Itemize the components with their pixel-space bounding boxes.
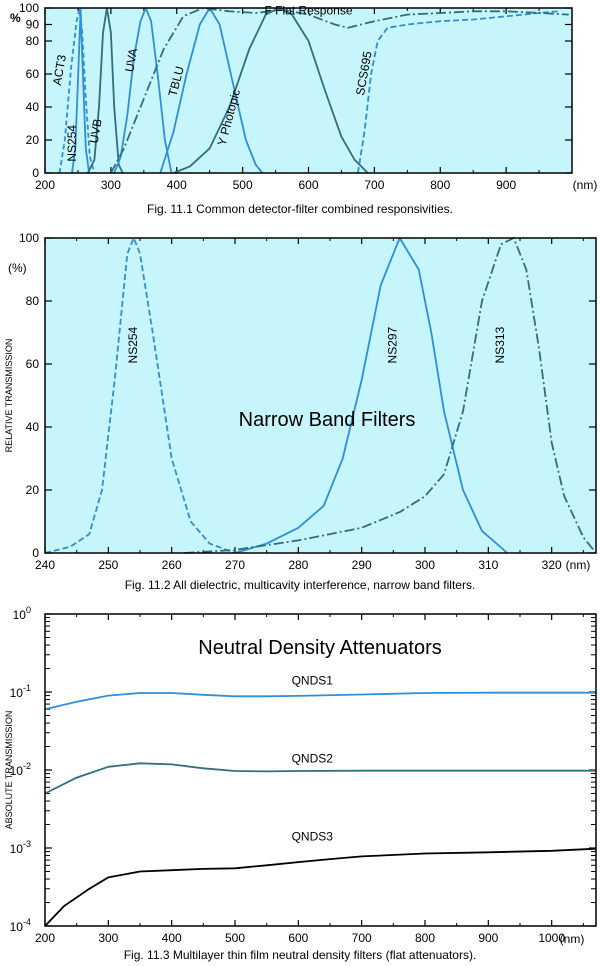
x-tick-label: 300 xyxy=(415,558,435,572)
y-tick-label: 20 xyxy=(26,133,40,147)
series-label: NS254 xyxy=(126,326,140,363)
y-tick-label: 10-4 xyxy=(10,917,31,934)
fig3-caption: Fig. 11.3 Multilayer thin film neutral d… xyxy=(123,948,477,962)
fig1-caption: Fig. 11.1 Common detector-filter combine… xyxy=(147,202,453,216)
y-tick-label: 0 xyxy=(32,546,39,560)
x-tick-label: 600 xyxy=(288,931,308,945)
y-tick-label: 10-1 xyxy=(10,683,31,700)
plot-area xyxy=(45,8,572,173)
x-tick-label: 400 xyxy=(167,178,187,192)
series-line-ns297 xyxy=(234,237,508,554)
x-tick-label: 400 xyxy=(162,931,182,945)
series-line-tblu xyxy=(159,7,264,174)
y-axis-label: RELATIVE TRANSMISSION xyxy=(4,339,14,453)
series-line-scs695 xyxy=(357,10,559,174)
x-tick-label: 240 xyxy=(35,558,55,572)
plot-frame xyxy=(44,7,573,174)
x-tick-label: 900 xyxy=(496,178,516,192)
x-tick-label: 700 xyxy=(364,178,384,192)
y-tick-label: 40 xyxy=(26,100,40,114)
y-tick-label: 60 xyxy=(26,67,40,81)
y-tick-label: 90 xyxy=(26,18,40,32)
x-tick-label: 200 xyxy=(35,178,55,192)
y-tick-label: 0 xyxy=(32,166,39,180)
x-tick-label: 800 xyxy=(430,178,450,192)
x-tick-label: 500 xyxy=(233,178,253,192)
y-tick-label: 20 xyxy=(26,483,40,497)
series-line-uva xyxy=(113,7,173,174)
x-tick-label: 260 xyxy=(162,558,182,572)
chart-title: Neutral Density Attenuators xyxy=(198,637,441,659)
series-line-f-flat-response xyxy=(110,7,569,174)
y-tick-label: 80 xyxy=(26,294,40,308)
x-tick-label: 1000 xyxy=(538,931,565,945)
y-axis-label: ABSOLUTE TRANSMISSION xyxy=(4,711,14,830)
y-tick-label: 80 xyxy=(26,34,40,48)
fig1-chart: 200 300 400 500 600 700 800 900 0 20 40 60 80 90 100 AC… xyxy=(10,1,598,192)
fig3-chart: 200 300 400 500 600 700 800 900 1000 10-4 10-3 10-2… xyxy=(4,605,597,946)
y-tick-label: 10-2 xyxy=(10,761,31,778)
x-axis-unit: (nm) xyxy=(573,178,598,192)
fig2-chart: 240 250 260 270 280 290 300 310 320 0 20 40 60 80 100 N… xyxy=(4,231,597,572)
series-label: ACT3 xyxy=(50,53,69,86)
series-label: NS297 xyxy=(386,326,400,363)
x-axis-unit: (nm) xyxy=(560,932,585,946)
y-tick-label: 40 xyxy=(26,420,40,434)
x-tick-label: 310 xyxy=(478,558,498,572)
series-line-qnds3 xyxy=(44,847,597,927)
chart-title: Narrow Band Filters xyxy=(239,409,416,431)
series-label: QNDS1 xyxy=(292,673,334,687)
x-tick-label: 200 xyxy=(35,931,55,945)
series-line-ns254 xyxy=(71,8,90,174)
x-tick-label: 800 xyxy=(415,931,435,945)
y-tick-label: 10-3 xyxy=(10,839,31,856)
series-label: UVA xyxy=(122,47,140,73)
series-label: F Flat Response xyxy=(264,4,352,18)
series-line-qnds2 xyxy=(44,762,596,795)
x-tick-label: 300 xyxy=(101,178,121,192)
series-label: NS313 xyxy=(493,326,507,363)
x-tick-label: 900 xyxy=(478,931,498,945)
log-minor-ticks xyxy=(45,617,596,904)
series-label: NS254 xyxy=(65,125,79,162)
y-tick-label: 100 xyxy=(13,605,31,622)
y-tick-label: 100 xyxy=(19,1,39,15)
x-tick-label: 700 xyxy=(352,931,372,945)
x-axis-unit: (nm) xyxy=(566,558,591,572)
y-axis-unit: (%) xyxy=(8,261,27,275)
y-tick-label: 60 xyxy=(26,357,40,371)
x-tick-label: 270 xyxy=(225,558,245,572)
plot-area xyxy=(45,238,596,553)
y-axis-unit: % xyxy=(10,11,21,25)
plot-frame xyxy=(44,237,597,554)
series-label: UVB xyxy=(87,118,105,145)
x-tick-label: 320 xyxy=(542,558,562,572)
x-tick-label: 250 xyxy=(98,558,118,572)
series-label: QNDS3 xyxy=(292,829,334,843)
series-line-qnds1 xyxy=(44,691,596,711)
x-tick-label: 300 xyxy=(98,931,118,945)
x-tick-label: 500 xyxy=(225,931,245,945)
y-tick-label: 100 xyxy=(19,231,39,245)
x-tick-label: 280 xyxy=(288,558,308,572)
series-line-act3 xyxy=(58,8,96,174)
series-line-ns313 xyxy=(184,237,597,554)
x-tick-label: 600 xyxy=(298,178,318,192)
series-label: QNDS2 xyxy=(292,751,334,765)
fig2-caption: Fig. 11.2 All dielectric, multicavity in… xyxy=(124,578,476,592)
plot-frame xyxy=(44,613,597,927)
x-tick-label: 290 xyxy=(352,558,372,572)
series-line-ns254 xyxy=(44,237,236,554)
